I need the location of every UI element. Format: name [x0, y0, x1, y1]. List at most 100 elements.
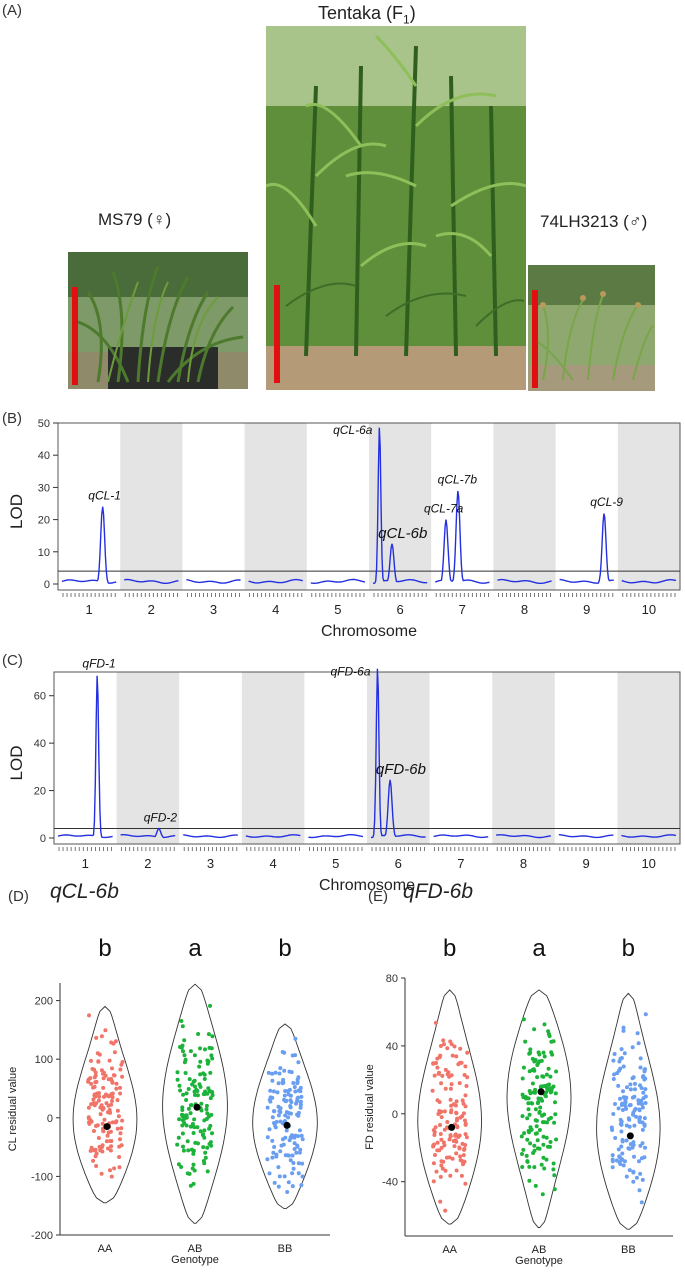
data-point-aa: [450, 1053, 455, 1058]
significance-letter-ab: a: [188, 935, 202, 962]
data-point-aa: [456, 1062, 461, 1067]
data-point-aa: [110, 1099, 114, 1103]
significance-letter-ab: a: [532, 935, 546, 962]
data-point-bb: [276, 1165, 281, 1170]
data-point-aa: [464, 1135, 469, 1140]
tentaka-title-end: ): [409, 3, 416, 23]
data-point-aa: [448, 1097, 453, 1102]
y-tick-label: 80: [386, 973, 398, 985]
ms79-title: MS79 (♀): [98, 210, 172, 229]
data-point-ab: [208, 1003, 212, 1008]
data-point-aa: [117, 1155, 122, 1159]
violin-aa: [417, 989, 482, 1225]
data-point-ab: [182, 1038, 187, 1043]
violin-chart-fd: -40 0 40 80 FD residual value Genotype AA b AB a B…: [364, 935, 673, 1267]
data-point-ab: [532, 1027, 537, 1032]
data-point-aa: [109, 1174, 114, 1179]
data-point-aa: [108, 1148, 113, 1153]
x-tick-label-chr-6: 6: [395, 856, 402, 871]
data-point-bb: [285, 1190, 290, 1194]
x-tick-label-chr-5: 5: [334, 602, 341, 617]
data-point-ab: [185, 1139, 190, 1144]
data-point-bb: [293, 1053, 298, 1058]
data-point-aa: [117, 1165, 122, 1170]
data-point-ab: [209, 1053, 214, 1058]
data-point-bb: [639, 1086, 644, 1090]
y-tick-label: 40: [386, 1041, 398, 1053]
data-point-ab: [531, 1090, 536, 1095]
mean-point-aa: [103, 1123, 111, 1131]
data-point-aa: [97, 1091, 101, 1096]
data-point-aa: [101, 1071, 105, 1076]
data-point-ab: [210, 1093, 215, 1098]
data-point-ab: [551, 1161, 556, 1166]
data-point-bb: [612, 1072, 617, 1077]
data-point-aa: [115, 1108, 120, 1113]
lod-curve-chr-3: [186, 579, 241, 584]
peak-label-qfd-1: qFD-1: [82, 656, 115, 670]
scale-bar-74lh3213: [532, 290, 538, 388]
significance-letter-aa: b: [443, 935, 456, 962]
data-point-ab: [191, 1151, 196, 1156]
data-point-ab: [522, 1131, 527, 1136]
data-point-ab: [187, 1077, 192, 1082]
data-point-ab: [525, 1137, 530, 1142]
74lh3213-title: 74LH3213 (♂): [540, 212, 648, 231]
data-point-ab: [206, 1086, 211, 1091]
data-point-aa: [96, 1059, 101, 1064]
data-point-bb: [272, 1180, 277, 1185]
data-point-ab: [536, 1100, 541, 1105]
x-tick-label-aa: AA: [442, 1244, 457, 1256]
data-point-ab: [182, 1060, 187, 1065]
chromosome-band-4: [244, 423, 307, 590]
data-point-ab: [541, 1134, 546, 1139]
data-point-aa: [454, 1054, 459, 1059]
data-point-bb: [296, 1060, 301, 1065]
data-point-bb: [282, 1068, 287, 1073]
data-point-ab: [540, 1098, 545, 1103]
peak-label-qcl-6b: qCL-6b: [378, 525, 427, 542]
data-point-aa: [86, 1105, 91, 1110]
data-point-ab: [204, 1107, 209, 1112]
x-tick-label-chr-4: 4: [269, 856, 276, 871]
y-tick-label: 0: [392, 1109, 398, 1121]
data-point-bb: [298, 1102, 303, 1107]
mean-point-aa: [448, 1123, 456, 1131]
data-point-ab: [530, 1081, 535, 1086]
data-point-ab: [526, 1107, 531, 1112]
x-axis-label: Genotype: [171, 1254, 219, 1266]
data-point-ab: [534, 1131, 539, 1136]
data-point-aa: [89, 1058, 93, 1063]
data-point-ab: [520, 1114, 525, 1119]
data-point-ab: [548, 1074, 553, 1079]
data-point-aa: [88, 1076, 93, 1081]
data-point-bb: [270, 1078, 275, 1083]
photo-ms79-drawing: [68, 252, 248, 389]
data-point-ab: [183, 1071, 188, 1075]
data-point-aa: [92, 1103, 97, 1108]
data-point-aa: [94, 1164, 99, 1168]
data-point-bb: [637, 1119, 642, 1124]
y-tick-label: 20: [34, 786, 46, 798]
data-point-bb: [287, 1138, 292, 1143]
data-point-aa: [449, 1042, 454, 1047]
data-point-ab: [520, 1076, 525, 1081]
data-point-bb: [634, 1114, 638, 1119]
data-point-ab: [205, 1145, 210, 1150]
data-point-aa: [465, 1075, 470, 1080]
data-point-aa: [99, 1068, 104, 1073]
data-point-aa: [431, 1179, 436, 1184]
data-point-aa: [119, 1126, 124, 1131]
data-point-aa: [104, 1139, 109, 1144]
data-point-ab: [519, 1134, 524, 1139]
data-point-ab: [529, 1101, 534, 1106]
data-point-aa: [91, 1097, 96, 1102]
data-point-aa: [118, 1091, 123, 1096]
data-point-ab: [196, 1032, 201, 1036]
data-point-ab: [175, 1070, 180, 1075]
data-point-ab: [188, 1124, 193, 1129]
data-point-bb: [619, 1157, 624, 1162]
data-point-bb: [294, 1101, 298, 1106]
data-point-aa: [461, 1111, 466, 1116]
data-point-aa: [113, 1039, 118, 1044]
